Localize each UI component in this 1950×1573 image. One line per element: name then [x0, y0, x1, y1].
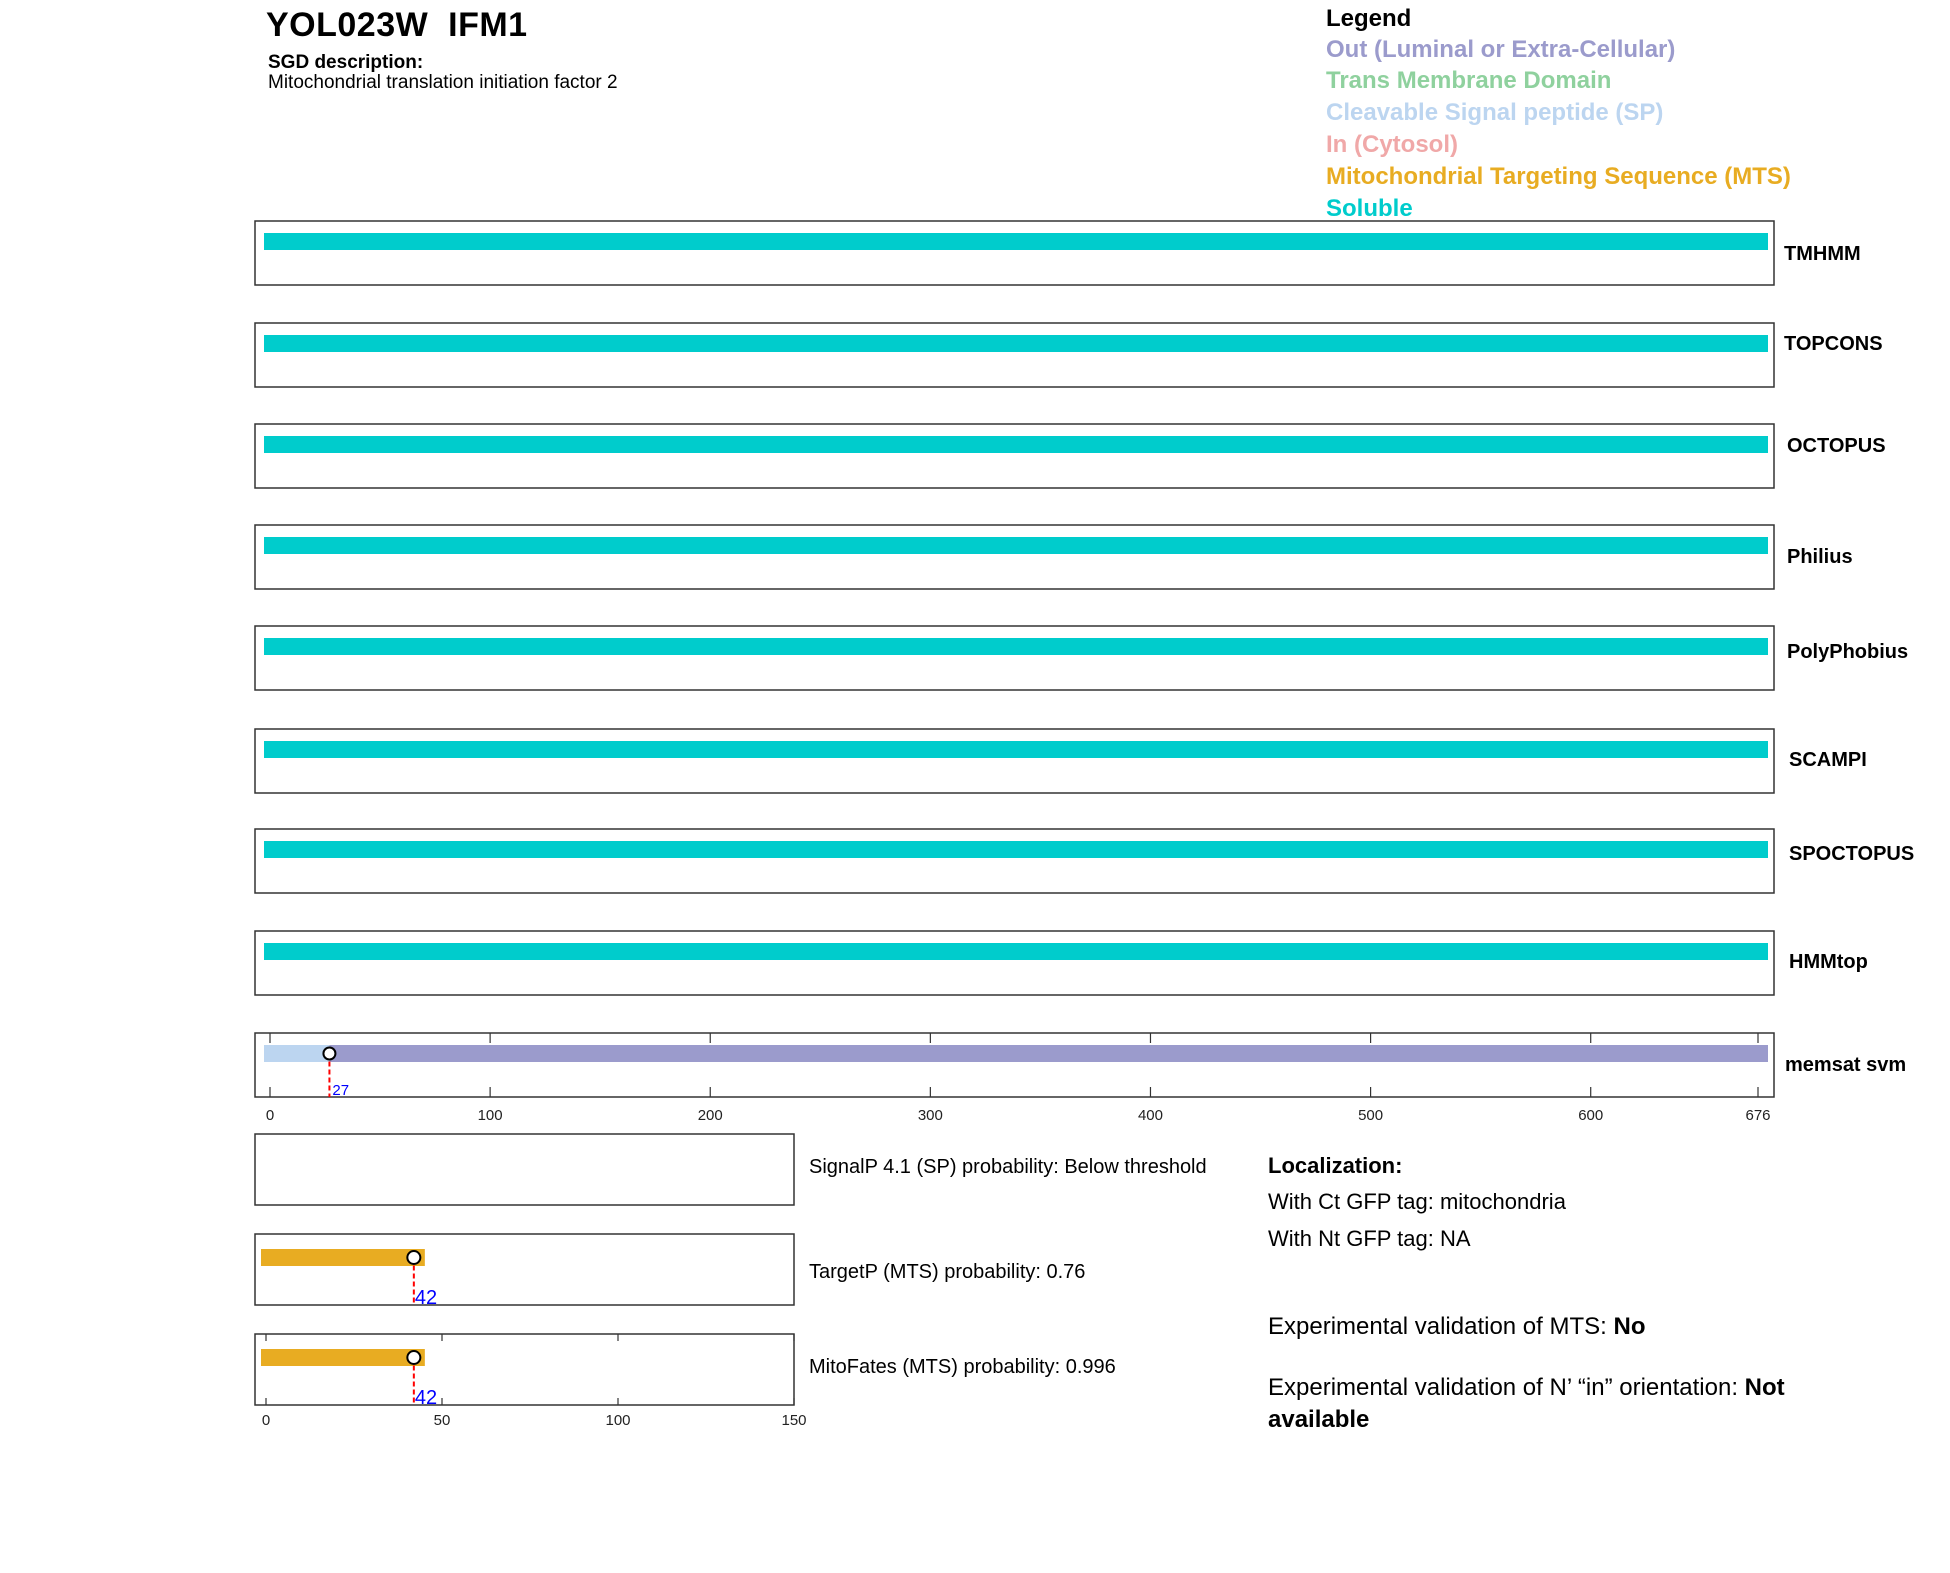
legend-item-soluble: Soluble — [1326, 195, 1413, 222]
track-label-hmmtop: HMMtop — [1789, 951, 1868, 973]
legend-title: Legend — [1326, 5, 1412, 32]
validation-mts-value: No — [1613, 1313, 1646, 1340]
track-box — [254, 728, 1775, 794]
tick-label: 500 — [1358, 1107, 1383, 1120]
targeting-chart: 42 42 0 50 100 150 — [254, 1133, 807, 1429]
tick-label: 150 — [781, 1412, 806, 1429]
protein-name: IFM1 — [448, 6, 528, 44]
tick-label: 300 — [918, 1107, 943, 1120]
cleavage-label: 42 — [415, 1287, 437, 1309]
signalp-text: SignalP 4.1 (SP) probability: Below thre… — [809, 1156, 1207, 1178]
sgd-heading: SGD description: — [268, 52, 424, 73]
track-box — [254, 524, 1775, 590]
panel-box — [254, 1333, 795, 1406]
sgd-description: Mitochondrial translation initiation fac… — [268, 72, 618, 93]
track-label-polyphobius: PolyPhobius — [1787, 641, 1909, 663]
legend-item-out: Out (Luminal or Extra-Cellular) — [1326, 36, 1676, 63]
localization-heading: Localization: — [1268, 1153, 1403, 1178]
panel-box — [254, 1233, 795, 1306]
track-label-spoctopus: SPOCTOPUS — [1789, 843, 1915, 865]
targetp-text: TargetP (MTS) probability: 0.76 — [809, 1261, 1086, 1283]
tick-label: 0 — [266, 1107, 274, 1120]
validation-orientation-value-cont: available — [1268, 1406, 1370, 1433]
track-label-scampi: SCAMPI — [1789, 749, 1867, 771]
track-segment — [264, 841, 1768, 858]
mts-segment — [261, 1249, 425, 1266]
gene-name: YOL023W — [266, 6, 429, 44]
localization-nt-gfp: With Nt GFP tag: NA — [1268, 1226, 1471, 1251]
track-segment — [264, 233, 1768, 250]
panel-box — [254, 1133, 795, 1206]
topology-chart: 27 0 100 200 300 400 500 600 676 — [254, 220, 1775, 1120]
cleavage-marker — [406, 1250, 422, 1265]
track-label-octopus: OCTOPUS — [1787, 435, 1886, 457]
track-segment — [329, 1045, 1769, 1062]
track-box — [254, 1032, 1775, 1098]
page-title: YOL023W IFM1 — [266, 6, 528, 45]
legend-item-tm: Trans Membrane Domain — [1326, 67, 1612, 94]
tick-label: 676 — [1745, 1107, 1770, 1120]
cleavage-label: 42 — [415, 1387, 437, 1409]
tick-label: 0 — [262, 1412, 270, 1429]
track-segment — [264, 436, 1768, 453]
validation-mts: Experimental validation of MTS: No — [1268, 1313, 1645, 1341]
track-box — [254, 930, 1775, 996]
validation-orientation-value: Not — [1744, 1374, 1785, 1401]
validation-mts-label: Experimental validation of MTS: — [1268, 1313, 1614, 1340]
track-box — [254, 220, 1775, 286]
track-label-topcons: TOPCONS — [1784, 333, 1883, 355]
cleavage-marker — [322, 1046, 337, 1061]
track-segment — [264, 335, 1768, 352]
mitofates-text: MitoFates (MTS) probability: 0.996 — [809, 1356, 1116, 1378]
track-segment — [264, 638, 1768, 655]
mts-segment — [261, 1349, 425, 1366]
localization-ct-gfp: With Ct GFP tag: mitochondria — [1268, 1189, 1566, 1214]
track-box — [254, 828, 1775, 894]
track-segment — [264, 537, 1768, 554]
tick-label: 400 — [1138, 1107, 1163, 1120]
track-label-memsat: memsat svm — [1785, 1054, 1907, 1076]
cleavage-marker — [406, 1350, 422, 1365]
tick-label: 50 — [434, 1412, 451, 1429]
validation-orientation-label: Experimental validation of N’ “in” orien… — [1268, 1374, 1745, 1401]
tick-label: 200 — [698, 1107, 723, 1120]
track-box — [254, 322, 1775, 388]
legend-item-in: In (Cytosol) — [1326, 131, 1458, 158]
tick-label: 100 — [605, 1412, 630, 1429]
track-segment — [264, 741, 1768, 758]
legend-item-sp: Cleavable Signal peptide (SP) — [1326, 99, 1664, 126]
track-segment — [264, 1045, 330, 1062]
cleavage-label: 27 — [332, 1082, 349, 1099]
validation-orientation: Experimental validation of N’ “in” orien… — [1268, 1372, 1785, 1436]
tick-label: 600 — [1578, 1107, 1603, 1120]
track-label-tmhmm: TMHMM — [1784, 243, 1861, 265]
track-segment — [264, 943, 1768, 960]
track-label-philius: Philius — [1787, 546, 1853, 568]
track-box — [254, 625, 1775, 691]
tick-label: 100 — [478, 1107, 503, 1120]
track-box — [254, 423, 1775, 489]
legend-item-mts: Mitochondrial Targeting Sequence (MTS) — [1326, 163, 1791, 190]
